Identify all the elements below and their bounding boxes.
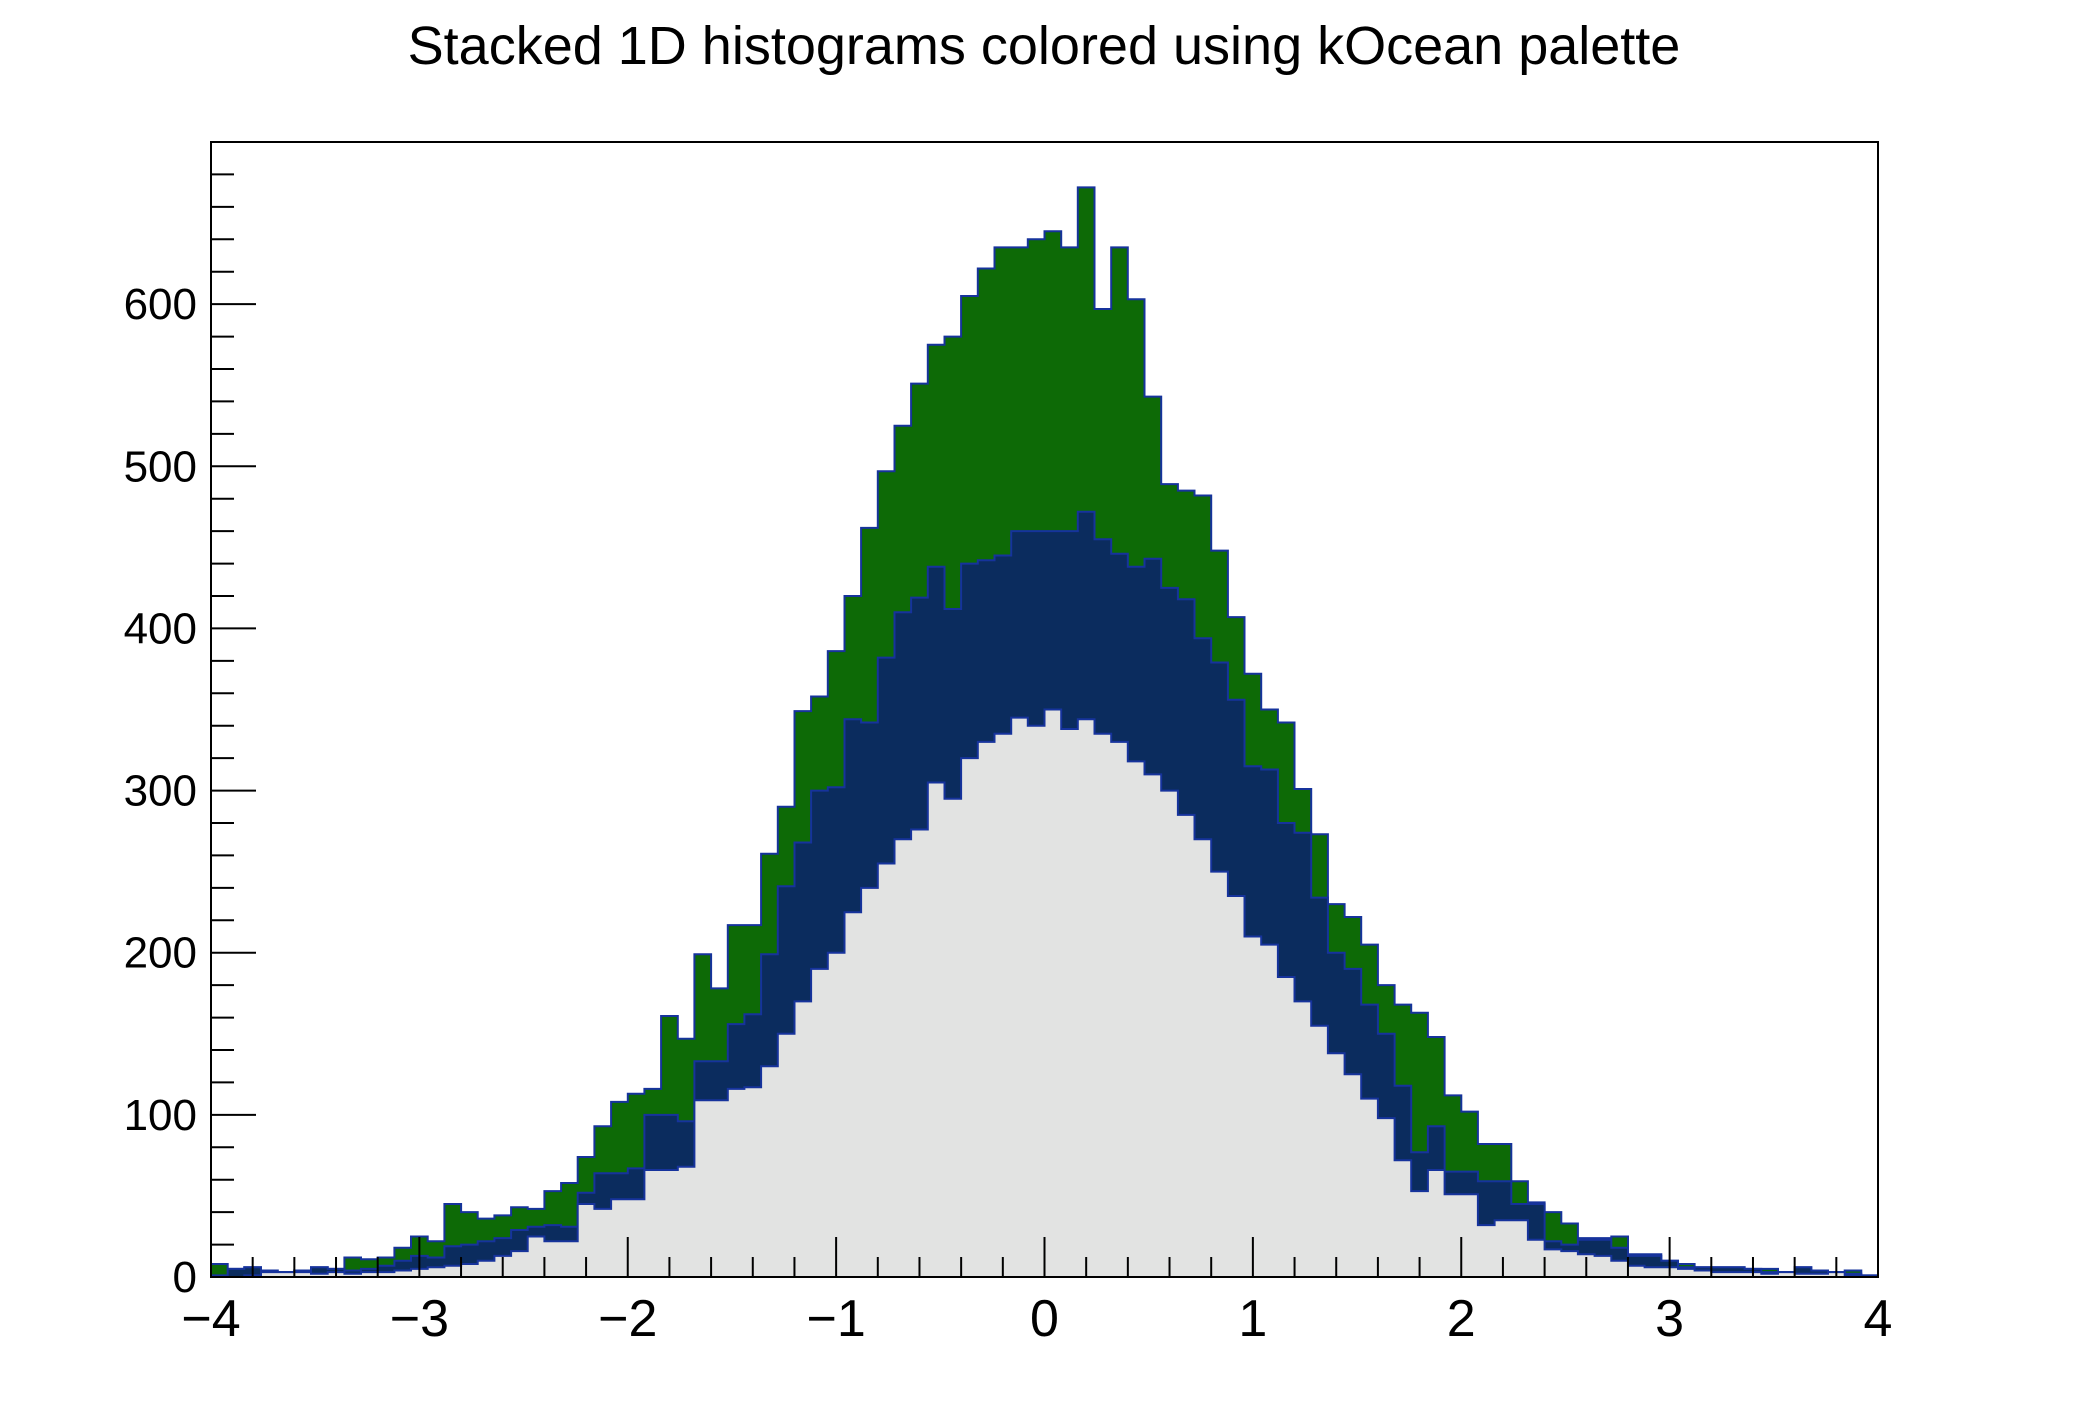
x-tick-label: 2: [1447, 1290, 1476, 1348]
plot-title: Stacked 1D histograms colored using kOce…: [408, 16, 1681, 76]
histogram-series-layer: [210, 186, 1879, 1278]
y-tick-label: 100: [124, 1091, 197, 1140]
x-tick-label: 4: [1864, 1290, 1893, 1348]
x-tick-label: 0: [1030, 1290, 1059, 1348]
y-tick-label: 0: [173, 1253, 197, 1302]
y-tick-label: 600: [124, 280, 197, 329]
y-tick-label: 300: [124, 767, 197, 816]
x-tick-label: −2: [598, 1290, 657, 1348]
axes-layer: −4 −3 −2 −1 0 1 2 3 4 0 100 200 300 400 500 600: [124, 141, 1892, 1348]
x-tick-label: 3: [1655, 1290, 1684, 1348]
y-tick-label: 400: [124, 604, 197, 653]
y-tick-label: 500: [124, 442, 197, 491]
y-tick-label: 200: [124, 929, 197, 978]
x-tick-label: −4: [181, 1290, 240, 1348]
x-axis: −4 −3 −2 −1 0 1 2 3 4: [181, 1237, 1892, 1348]
x-tick-label: 1: [1238, 1290, 1267, 1348]
y-axis: 0 100 200 300 400 500 600: [124, 141, 256, 1302]
series-histogram-1-bottom-area: [211, 708, 1878, 1278]
x-tick-label: −3: [390, 1290, 449, 1348]
x-tick-label: −1: [806, 1290, 865, 1348]
